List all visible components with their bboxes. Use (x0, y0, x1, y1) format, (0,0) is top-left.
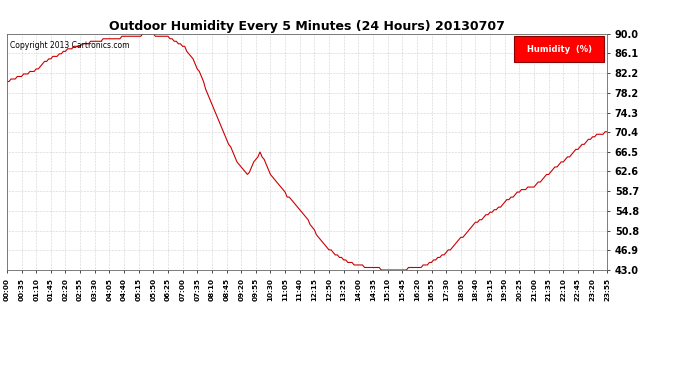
Text: Copyright 2013 Cartronics.com: Copyright 2013 Cartronics.com (10, 41, 130, 50)
Title: Outdoor Humidity Every 5 Minutes (24 Hours) 20130707: Outdoor Humidity Every 5 Minutes (24 Hou… (109, 20, 505, 33)
FancyBboxPatch shape (514, 36, 604, 62)
Text: Humidity  (%): Humidity (%) (526, 45, 592, 54)
